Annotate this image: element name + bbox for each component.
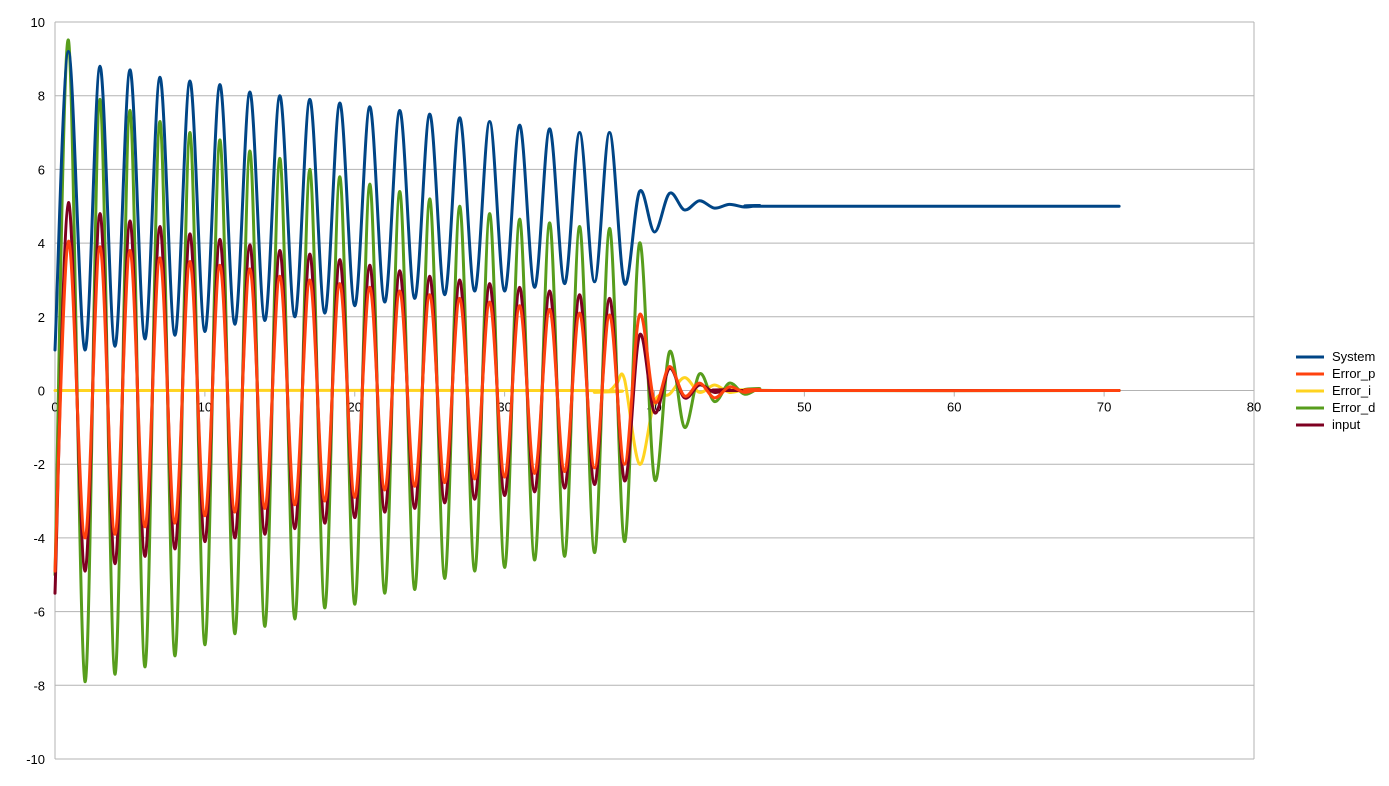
y-tick-label: 8 [38,89,45,104]
y-tick-label: 6 [38,162,45,177]
legend-label: System [1332,349,1375,364]
y-tick-label: -6 [33,605,45,620]
x-tick-label: 0 [51,400,58,415]
x-tick-label: 60 [947,400,961,415]
y-tick-label: -8 [33,678,45,693]
y-tick-label: -4 [33,531,45,546]
x-tick-label: 10 [198,400,212,415]
legend-label: Error_p [1332,366,1375,381]
series-lines [53,38,1121,684]
x-tick-label: 80 [1247,400,1261,415]
x-tick-label: 70 [1097,400,1111,415]
y-tick-label: 2 [38,310,45,325]
legend-label: Error_d [1332,400,1375,415]
y-tick-label: 0 [38,384,45,399]
y-tick-label: 10 [31,15,45,30]
y-tick-label: -2 [33,457,45,472]
x-tick-label: 50 [797,400,811,415]
x-tick-label: 30 [497,400,511,415]
x-tick-label: 20 [348,400,362,415]
legend-label: Error_i [1332,383,1371,398]
series-line-system [53,49,1121,352]
y-tick-label: 4 [38,236,45,251]
y-tick-label: -10 [26,752,45,767]
series-line-error-p [53,239,1121,573]
legend-label: input [1332,417,1361,432]
